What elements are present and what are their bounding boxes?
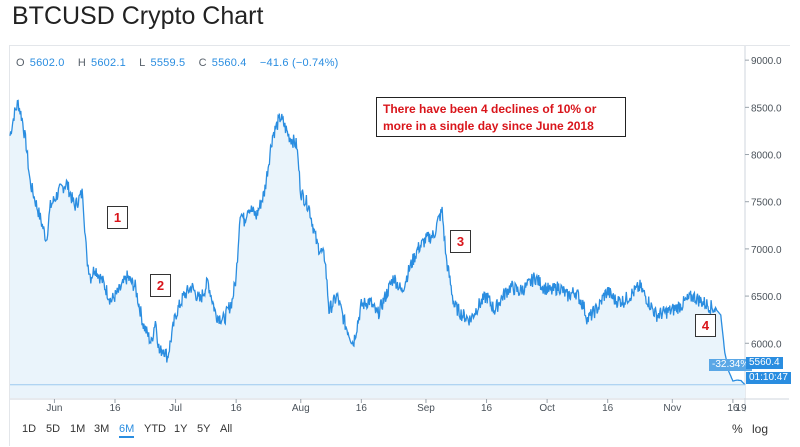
- y-tick-label: 7500.0: [751, 198, 782, 209]
- close-value: 5560.4: [211, 57, 247, 69]
- high-value: 5602.1: [91, 57, 126, 69]
- open-value: 5602.0: [29, 57, 65, 69]
- log-scale-button[interactable]: log: [752, 422, 769, 436]
- x-tick-label: Aug: [292, 403, 310, 414]
- annotation-note: There have been 4 declines of 10% or mor…: [376, 97, 626, 137]
- open-label: O: [16, 57, 25, 69]
- chart-title: BTCUSD Crypto Chart: [12, 2, 264, 30]
- y-tick-label: 8500.0: [751, 103, 782, 114]
- range-button-3m[interactable]: 3M: [94, 423, 110, 435]
- low-value: 5559.5: [150, 57, 186, 69]
- x-tick-label: 16: [602, 403, 614, 414]
- change-percent-tag: -32.34%: [709, 359, 753, 371]
- decline-marker-3: 3: [450, 230, 471, 253]
- x-tick-label: 16: [481, 403, 493, 414]
- price-area-fill: [10, 100, 745, 399]
- range-button-6m[interactable]: 6M: [119, 423, 135, 438]
- last-price-tag: 5560.4: [746, 357, 783, 369]
- range-button-1d[interactable]: 1D: [22, 423, 37, 435]
- change-value: −41.6 (−0.74%): [259, 57, 339, 69]
- chart-frame: [9, 45, 790, 446]
- x-tick-label: Nov: [663, 403, 681, 414]
- range-button-5d[interactable]: 5D: [46, 423, 61, 435]
- range-button-1y[interactable]: 1Y: [174, 423, 188, 435]
- close-label: C: [198, 57, 207, 69]
- x-tick-label: 16: [727, 403, 739, 414]
- countdown-tag: 01:10:47: [746, 372, 791, 384]
- y-tick-label: 6000.0: [751, 339, 782, 350]
- x-tick-label: Sep: [417, 403, 435, 414]
- x-tick-label: 16: [109, 403, 121, 414]
- x-tick-label-partial: 19: [735, 403, 747, 414]
- x-tick-label: Jul: [169, 403, 182, 414]
- y-tick-label: 6500.0: [751, 292, 782, 303]
- range-button-1m[interactable]: 1M: [70, 423, 86, 435]
- high-label: H: [77, 57, 87, 69]
- range-toolbar: 1D 5D 1M 3M 6M YTD 1Y 5Y All % log: [0, 416, 800, 447]
- decline-marker-2: 2: [150, 274, 171, 297]
- x-tick-label: Jun: [46, 403, 62, 414]
- range-button-all[interactable]: All: [220, 423, 233, 435]
- decline-marker-4: 4: [695, 314, 716, 337]
- x-tick-label: 16: [356, 403, 368, 414]
- decline-marker-1: 1: [107, 206, 128, 229]
- price-line: [9, 99, 746, 386]
- range-button-ytd[interactable]: YTD: [144, 423, 166, 435]
- percent-scale-button[interactable]: %: [732, 422, 743, 436]
- axis-layer: 6000.0 6500.0 7000.0 7500.0 8000.0 8500.0 9000…: [10, 46, 789, 414]
- x-tick-label: Oct: [539, 403, 555, 414]
- y-tick-label: 9000.0: [751, 56, 782, 67]
- y-tick-label: 7000.0: [751, 245, 782, 256]
- low-label: L: [139, 57, 146, 69]
- range-button-5y[interactable]: 5Y: [197, 423, 211, 435]
- x-tick-label: 16: [231, 403, 243, 414]
- ohlc-readout: O 5602.0 H 5602.1 L 5559.5 C 5560.4 −41.6 (−…: [16, 57, 344, 69]
- y-tick-label: 8000.0: [751, 151, 782, 162]
